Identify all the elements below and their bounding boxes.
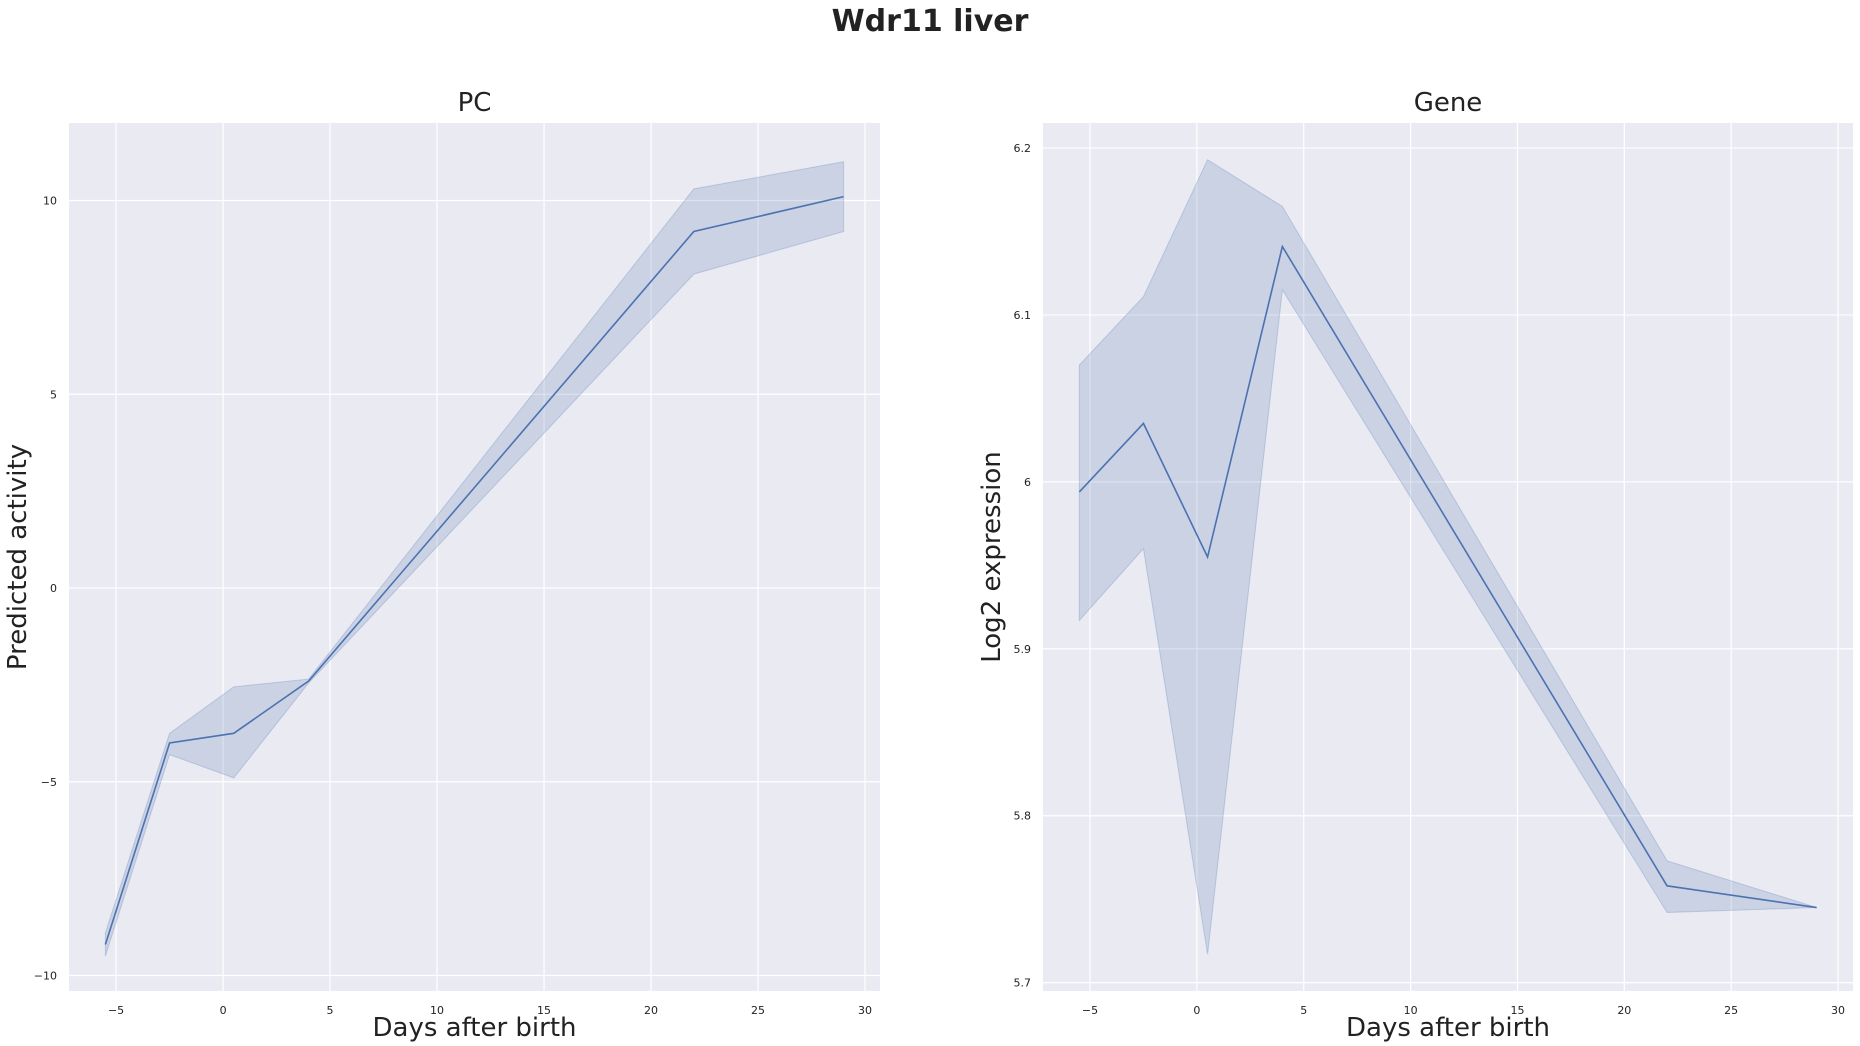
pc-x-tick-label: 15 xyxy=(537,1004,551,1017)
gene-y-tick-label: 5.7 xyxy=(1014,977,1032,990)
gene-confidence-band xyxy=(1078,159,1817,955)
pc-confidence-band xyxy=(104,161,845,957)
gene-y-tick-label: 6 xyxy=(1024,476,1031,489)
pc-y-tick-label: −10 xyxy=(34,970,57,983)
pc-x-tick-label: 0 xyxy=(220,1004,227,1017)
panel-pc: −5 0 5 10 15 20 25 30 −10 −5 0 5 10 PC Days after birt… xyxy=(3,88,880,1043)
gene-x-tick-label: 10 xyxy=(1404,1004,1418,1017)
figure-title: Wdr11 liver xyxy=(832,4,1029,39)
pc-x-tick-label: 30 xyxy=(858,1004,872,1017)
pc-x-tick-label: 25 xyxy=(751,1004,765,1017)
gene-x-tick-label: −5 xyxy=(1082,1004,1098,1017)
gene-y-tick-label: 5.9 xyxy=(1014,643,1032,656)
pc-x-tick-label: 10 xyxy=(430,1004,444,1017)
gene-x-tick-label: 30 xyxy=(1831,1004,1845,1017)
pc-y-tick-label: 0 xyxy=(50,582,57,595)
gene-x-tick-label: 20 xyxy=(1617,1004,1631,1017)
gene-y-tick-label: 6.2 xyxy=(1014,142,1032,155)
pc-y-axis-label: Predicted activity xyxy=(3,444,33,670)
gene-y-axis-label: Log2 expression xyxy=(977,451,1007,663)
gene-y-tick-label: 6.1 xyxy=(1014,309,1032,322)
pc-plot-area xyxy=(69,123,880,991)
panel-gene: −5 0 5 10 15 20 25 30 5.7 5.8 5.9 6 6.1 6.2 Gene Days a… xyxy=(977,88,1853,1043)
pc-x-tick-label: −5 xyxy=(108,1004,124,1017)
gene-x-tick-label: 25 xyxy=(1724,1004,1738,1017)
gene-y-tick-label: 5.8 xyxy=(1014,810,1032,823)
gene-x-axis-label: Days after birth xyxy=(1346,1013,1550,1043)
pc-x-tick-label: 20 xyxy=(644,1004,658,1017)
pc-x-tick-label: 5 xyxy=(327,1004,334,1017)
gene-x-tick-label: 15 xyxy=(1510,1004,1524,1017)
pc-panel-title: PC xyxy=(458,88,492,118)
gene-series-line xyxy=(1078,244,1817,909)
pc-y-tick-label: 10 xyxy=(43,195,57,208)
gene-x-tick-label: 5 xyxy=(1300,1004,1307,1017)
gene-plot-area xyxy=(1043,123,1853,991)
gene-x-tick-label: 0 xyxy=(1193,1004,1200,1017)
gene-panel-title: Gene xyxy=(1414,88,1483,118)
pc-x-axis-label: Days after birth xyxy=(372,1013,576,1043)
pc-y-tick-label: −5 xyxy=(41,776,57,789)
pc-series-line xyxy=(104,195,844,945)
pc-y-tick-label: 5 xyxy=(50,388,57,401)
